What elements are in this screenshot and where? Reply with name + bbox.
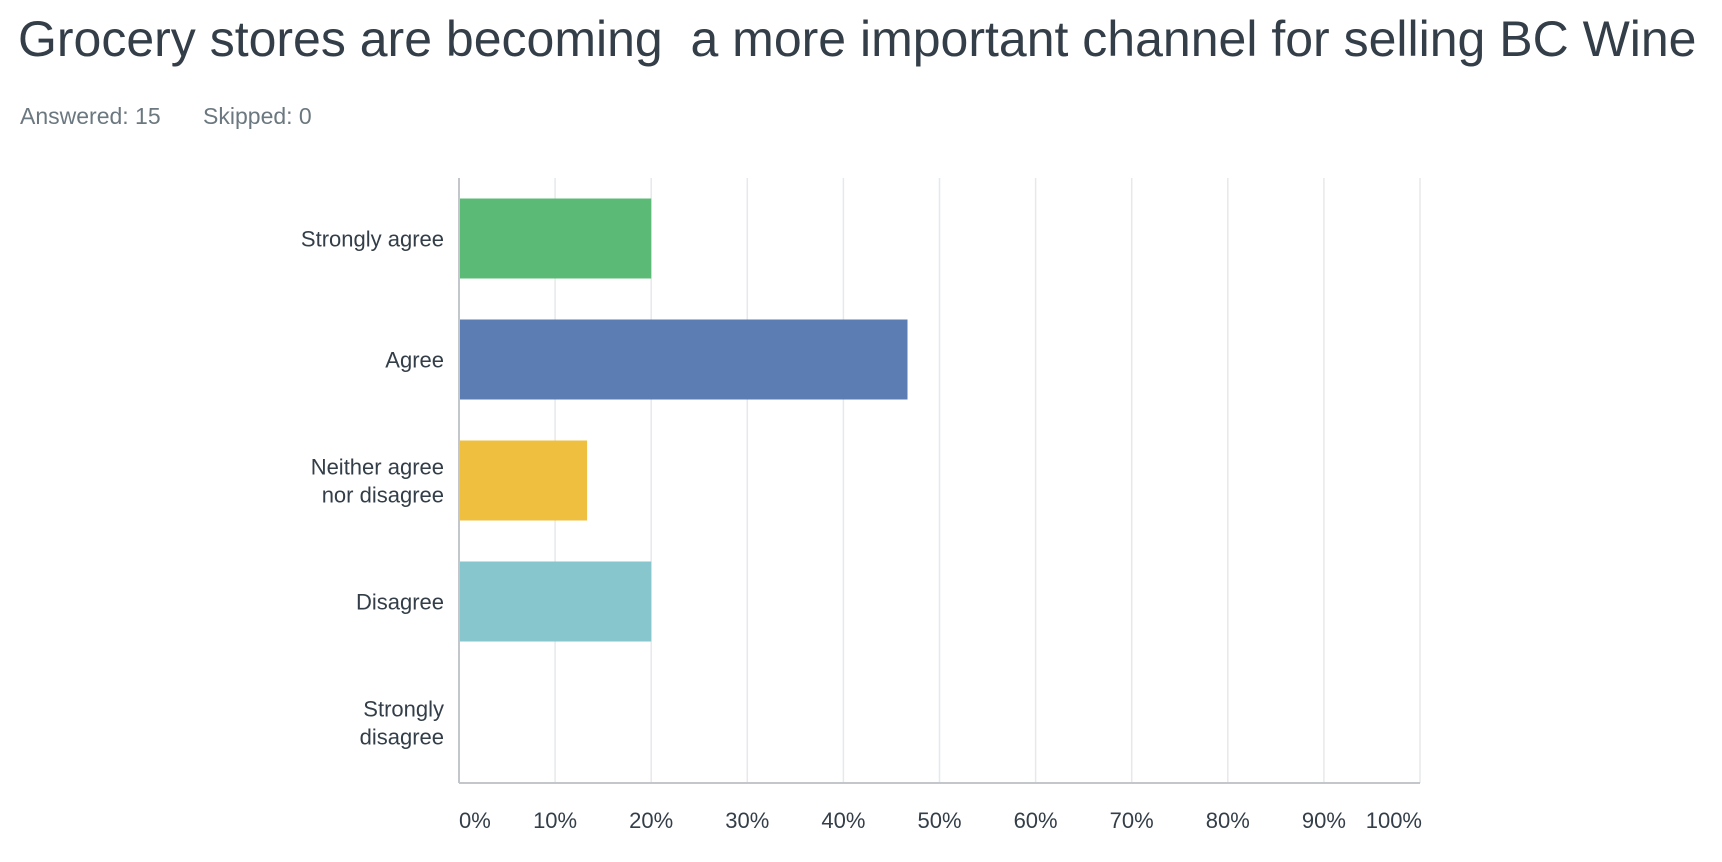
category-label: Strongly disagree — [360, 697, 444, 750]
x-tick-label: 90% — [1302, 808, 1346, 833]
bars — [459, 198, 908, 642]
x-tick-label: 70% — [1110, 808, 1154, 833]
bar[interactable] — [459, 198, 652, 279]
x-tick-label: 50% — [917, 808, 961, 833]
skipped-count: Skipped: 0 — [203, 103, 312, 129]
category-label: Strongly agree — [301, 227, 444, 252]
x-tick-label: 0% — [459, 808, 491, 833]
x-tick-label: 60% — [1014, 808, 1058, 833]
bar[interactable] — [459, 319, 908, 400]
bar[interactable] — [459, 561, 652, 642]
tick-labels: 0% 10% 20% 30% 40% 50% 60% 70% 80% 90% 100% — [459, 808, 1422, 833]
category-label: Neither agree nor disagree — [311, 455, 444, 508]
answered-count: Answered: 15 — [20, 103, 161, 129]
category-label: Agree — [385, 348, 444, 373]
chart-title: Grocery stores are becoming a more impor… — [18, 11, 1697, 67]
bar[interactable] — [459, 440, 588, 521]
category-labels: Strongly agree Agree Neither agree nor disa… — [301, 227, 444, 750]
category-label: Disagree — [356, 590, 444, 615]
x-tick-label: 80% — [1206, 808, 1250, 833]
x-tick-label: 30% — [725, 808, 769, 833]
x-tick-label: 40% — [821, 808, 865, 833]
x-tick-label: 10% — [533, 808, 577, 833]
response-stats: Answered: 15 Skipped: 0 — [20, 103, 348, 130]
x-tick-label: 100% — [1366, 808, 1422, 833]
axes — [458, 178, 1420, 784]
gridlines — [554, 178, 1421, 783]
x-tick-label: 20% — [629, 808, 673, 833]
